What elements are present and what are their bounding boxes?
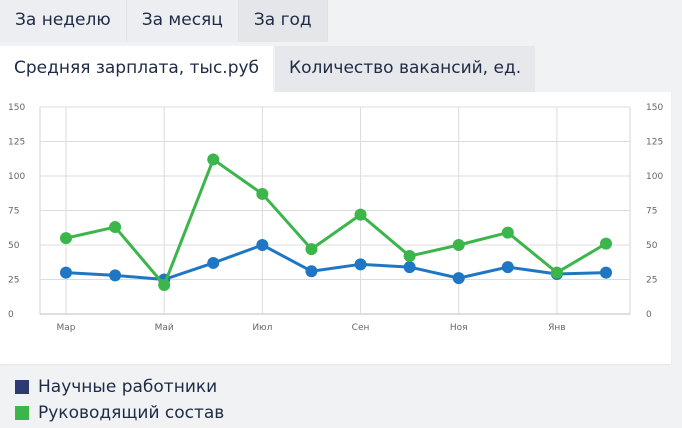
y-tick-label-right: 0 (646, 310, 652, 320)
legend-swatch-researchers (15, 380, 29, 394)
y-tick-label-left: 100 (8, 172, 25, 182)
series-point-0 (501, 261, 514, 274)
series-point-1 (109, 221, 122, 234)
series-point-0 (452, 272, 465, 285)
series-point-0 (256, 239, 269, 251)
y-tick-label-left: 50 (8, 241, 20, 251)
series-point-1 (452, 239, 465, 251)
series-point-1 (158, 279, 171, 292)
series-point-1 (305, 243, 318, 256)
series-line-1 (65, 157, 607, 287)
series-point-0 (60, 266, 72, 279)
legend-label-researchers: Научные работники (38, 377, 218, 397)
series-point-0 (207, 256, 220, 269)
series-point-1 (354, 208, 367, 221)
chart-panel: 0 0 25 25 50 50 75 75 100 100 125 125 150 150 Мар Май Ию… (0, 92, 671, 364)
series-point-0 (403, 261, 416, 274)
line-chart: 0 0 25 25 50 50 75 75 100 100 125 125 150 150 Мар Май Ию… (8, 103, 663, 333)
y-tick-label-right: 150 (646, 103, 663, 113)
series-point-1 (501, 226, 514, 239)
x-tick-label: Ноя (450, 323, 468, 333)
series-point-0 (109, 269, 122, 282)
y-tick-label-right: 75 (646, 207, 657, 217)
x-tick-label: Мар (57, 323, 76, 333)
series-point-0 (354, 258, 367, 271)
series-point-1 (600, 237, 612, 250)
x-tick-label: Сен (352, 323, 370, 333)
x-tick-label: Май (155, 323, 174, 333)
tab-average-salary[interactable]: Средняя зарплата, тыс.руб (0, 46, 274, 92)
legend-label-management: Руководящий состав (38, 403, 225, 423)
legend-swatch-management (15, 406, 29, 420)
series-point-0 (305, 265, 318, 278)
metric-tabs: Средняя зарплата, тыс.руб Количество вак… (0, 46, 537, 92)
legend: Научные работники Руководящий состав (15, 374, 224, 426)
tab-month[interactable]: За месяц (126, 0, 239, 42)
series-point-1 (403, 250, 416, 263)
y-tick-label-left: 75 (8, 207, 19, 217)
series-point-0 (600, 266, 612, 279)
series-point-1 (550, 266, 563, 279)
y-tick-label-left: 125 (8, 138, 25, 148)
series-point-1 (256, 187, 269, 200)
y-tick-label-right: 50 (646, 241, 658, 251)
tab-vacancy-count[interactable]: Количество вакансий, ед. (275, 46, 536, 92)
series-line-0 (65, 243, 607, 281)
y-tick-label-left: 25 (8, 276, 19, 286)
series-point-1 (60, 232, 72, 245)
legend-item-researchers: Научные работники (15, 374, 224, 400)
tab-week[interactable]: За неделю (0, 0, 127, 42)
y-tick-label-left: 150 (8, 103, 25, 113)
y-tick-label-right: 25 (646, 276, 657, 286)
series-point-1 (207, 153, 220, 166)
period-tabs: За неделю За месяц За год (0, 0, 328, 42)
y-tick-label-right: 100 (646, 172, 663, 182)
y-tick-label-left: 0 (8, 310, 14, 320)
legend-item-management: Руководящий состав (15, 400, 224, 426)
x-tick-label: Июл (252, 323, 272, 333)
tab-year[interactable]: За год (238, 0, 328, 42)
x-tick-label: Янв (548, 323, 565, 333)
y-tick-label-right: 125 (646, 138, 663, 148)
